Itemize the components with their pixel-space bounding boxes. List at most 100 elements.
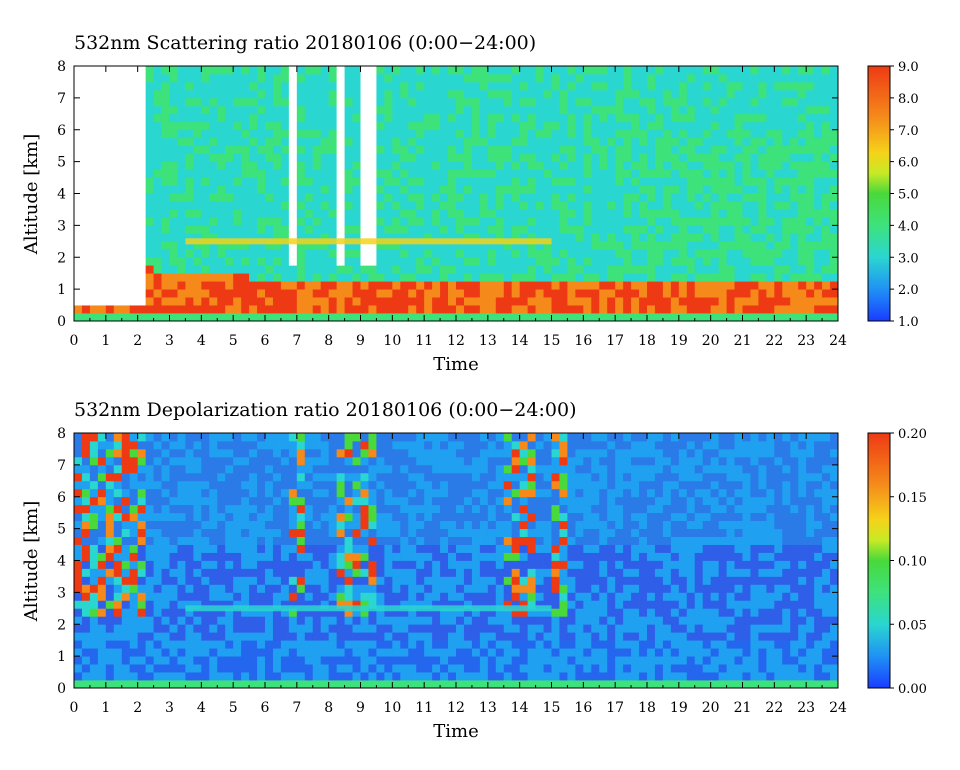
y-tick-label: 4 (57, 554, 66, 570)
colorbar-tick-label: 0.10 (898, 555, 927, 570)
y-tick-label: 0 (57, 681, 66, 697)
colorbar-tick-label: 7.0 (898, 124, 919, 139)
x-tick-label: 2 (133, 700, 142, 716)
x-axis-label: Time (433, 721, 478, 742)
colorbar-tick-label: 2.0 (898, 283, 919, 298)
x-tick-label: 9 (356, 333, 365, 349)
x-tick-label: 13 (479, 700, 497, 716)
x-tick-label: 1 (101, 333, 110, 349)
y-tick-label: 4 (57, 187, 66, 203)
x-tick-label: 8 (324, 333, 333, 349)
x-tick-label: 23 (797, 333, 815, 349)
y-tick-label: 8 (57, 59, 66, 75)
plot-area: 0 1 2 3 4 5 6 7 8 9 10 11 12 13 14 15 16 17 18 19 20 21 22 23 24… (57, 426, 847, 716)
colorbar-tick-label: 9.0 (898, 60, 919, 75)
x-tick-label: 18 (638, 700, 656, 716)
x-tick-label: 11 (415, 333, 433, 349)
x-tick-label: 15 (543, 700, 561, 716)
aerosol-layer (185, 605, 552, 612)
x-tick-label: 5 (229, 700, 238, 716)
y-tick-label: 0 (57, 314, 66, 330)
y-tick-label: 1 (57, 649, 66, 665)
x-axis-label: Time (433, 354, 478, 375)
heatmap-field (74, 66, 839, 322)
y-axis-label: Altitude [km] (21, 134, 42, 256)
aerosol-layer (185, 238, 552, 245)
x-tick-label: 14 (511, 700, 529, 716)
x-tick-label: 13 (479, 333, 497, 349)
colorbar: 1.0 2.0 3.0 4.0 5.0 6.0 7.0 8.0 9.0 (867, 60, 919, 330)
y-tick-label: 6 (57, 490, 66, 506)
colorbar-tick-label: 8.0 (898, 92, 919, 107)
y-tick-label: 5 (57, 155, 66, 171)
x-tick-label: 5 (229, 333, 238, 349)
scattering-ratio-panel: 532nm Scattering ratio 20180106 (0:00−24… (21, 32, 919, 375)
x-tick-label: 0 (70, 700, 79, 716)
x-tick-label: 19 (670, 333, 688, 349)
x-tick-label: 7 (292, 700, 301, 716)
x-tick-label: 23 (797, 700, 815, 716)
x-tick-label: 15 (543, 333, 561, 349)
chart-title: 532nm Depolarization ratio 20180106 (0:0… (74, 399, 576, 421)
x-tick-label: 14 (511, 333, 529, 349)
x-tick-label: 2 (133, 333, 142, 349)
x-tick-label: 24 (829, 333, 847, 349)
colorbar-tick-label: 0.05 (898, 618, 927, 633)
x-tick-label: 10 (383, 700, 401, 716)
x-tick-label: 17 (606, 333, 624, 349)
x-tick-label: 9 (356, 700, 365, 716)
colorbar-tick-label: 0.15 (898, 491, 927, 506)
x-tick-label: 3 (165, 333, 174, 349)
x-tick-label: 8 (324, 700, 333, 716)
colorbar-gradient (867, 432, 891, 689)
x-tick-label: 22 (765, 700, 783, 716)
y-tick-label: 8 (57, 426, 66, 442)
x-tick-label: 10 (383, 333, 401, 349)
heatmap-field (74, 433, 839, 689)
x-tick-label: 18 (638, 333, 656, 349)
y-tick-label: 5 (57, 522, 66, 538)
y-tick-label: 3 (57, 218, 66, 234)
x-tick-label: 3 (165, 700, 174, 716)
x-tick-label: 21 (734, 700, 752, 716)
y-tick-label: 2 (57, 250, 66, 266)
x-tick-label: 0 (70, 333, 79, 349)
colorbar-tick-label: 3.0 (898, 251, 919, 266)
colorbar: 0.00 0.05 0.10 0.15 0.20 (867, 427, 927, 697)
x-tick-label: 4 (197, 333, 206, 349)
y-tick-label: 7 (57, 91, 66, 107)
y-tick-label: 6 (57, 123, 66, 139)
x-tick-label: 4 (197, 700, 206, 716)
x-tick-label: 19 (670, 700, 688, 716)
x-tick-label: 12 (447, 333, 465, 349)
x-tick-label: 20 (702, 333, 720, 349)
x-tick-label: 16 (574, 700, 592, 716)
colorbar-tick-label: 5.0 (898, 188, 919, 203)
x-tick-label: 21 (734, 333, 752, 349)
y-tick-label: 7 (57, 458, 66, 474)
depolarization-ratio-panel: 532nm Depolarization ratio 20180106 (0:0… (21, 399, 927, 742)
colorbar-tick-label: 0.20 (898, 427, 927, 442)
y-tick-label: 2 (57, 617, 66, 633)
y-tick-label: 3 (57, 585, 66, 601)
y-tick-label: 1 (57, 282, 66, 298)
x-tick-label: 12 (447, 700, 465, 716)
x-tick-label: 16 (574, 333, 592, 349)
colorbar-gradient (867, 65, 891, 322)
x-tick-label: 22 (765, 333, 783, 349)
colorbar-tick-label: 4.0 (898, 219, 919, 234)
x-tick-label: 6 (261, 333, 270, 349)
x-tick-label: 11 (415, 700, 433, 716)
x-tick-label: 17 (606, 700, 624, 716)
x-tick-label: 24 (829, 700, 847, 716)
plot-area: 0 1 2 3 4 5 6 7 8 9 10 11 12 13 14 15 16 17 18 19 20 21 22 23 24… (57, 59, 847, 349)
x-tick-label: 6 (261, 700, 270, 716)
y-axis-label: Altitude [km] (21, 501, 42, 623)
x-tick-label: 20 (702, 700, 720, 716)
chart-title: 532nm Scattering ratio 20180106 (0:00−24… (74, 32, 536, 54)
colorbar-tick-label: 0.00 (898, 682, 927, 697)
colorbar-tick-label: 1.0 (898, 315, 919, 330)
x-tick-label: 1 (101, 700, 110, 716)
colorbar-tick-label: 6.0 (898, 156, 919, 171)
